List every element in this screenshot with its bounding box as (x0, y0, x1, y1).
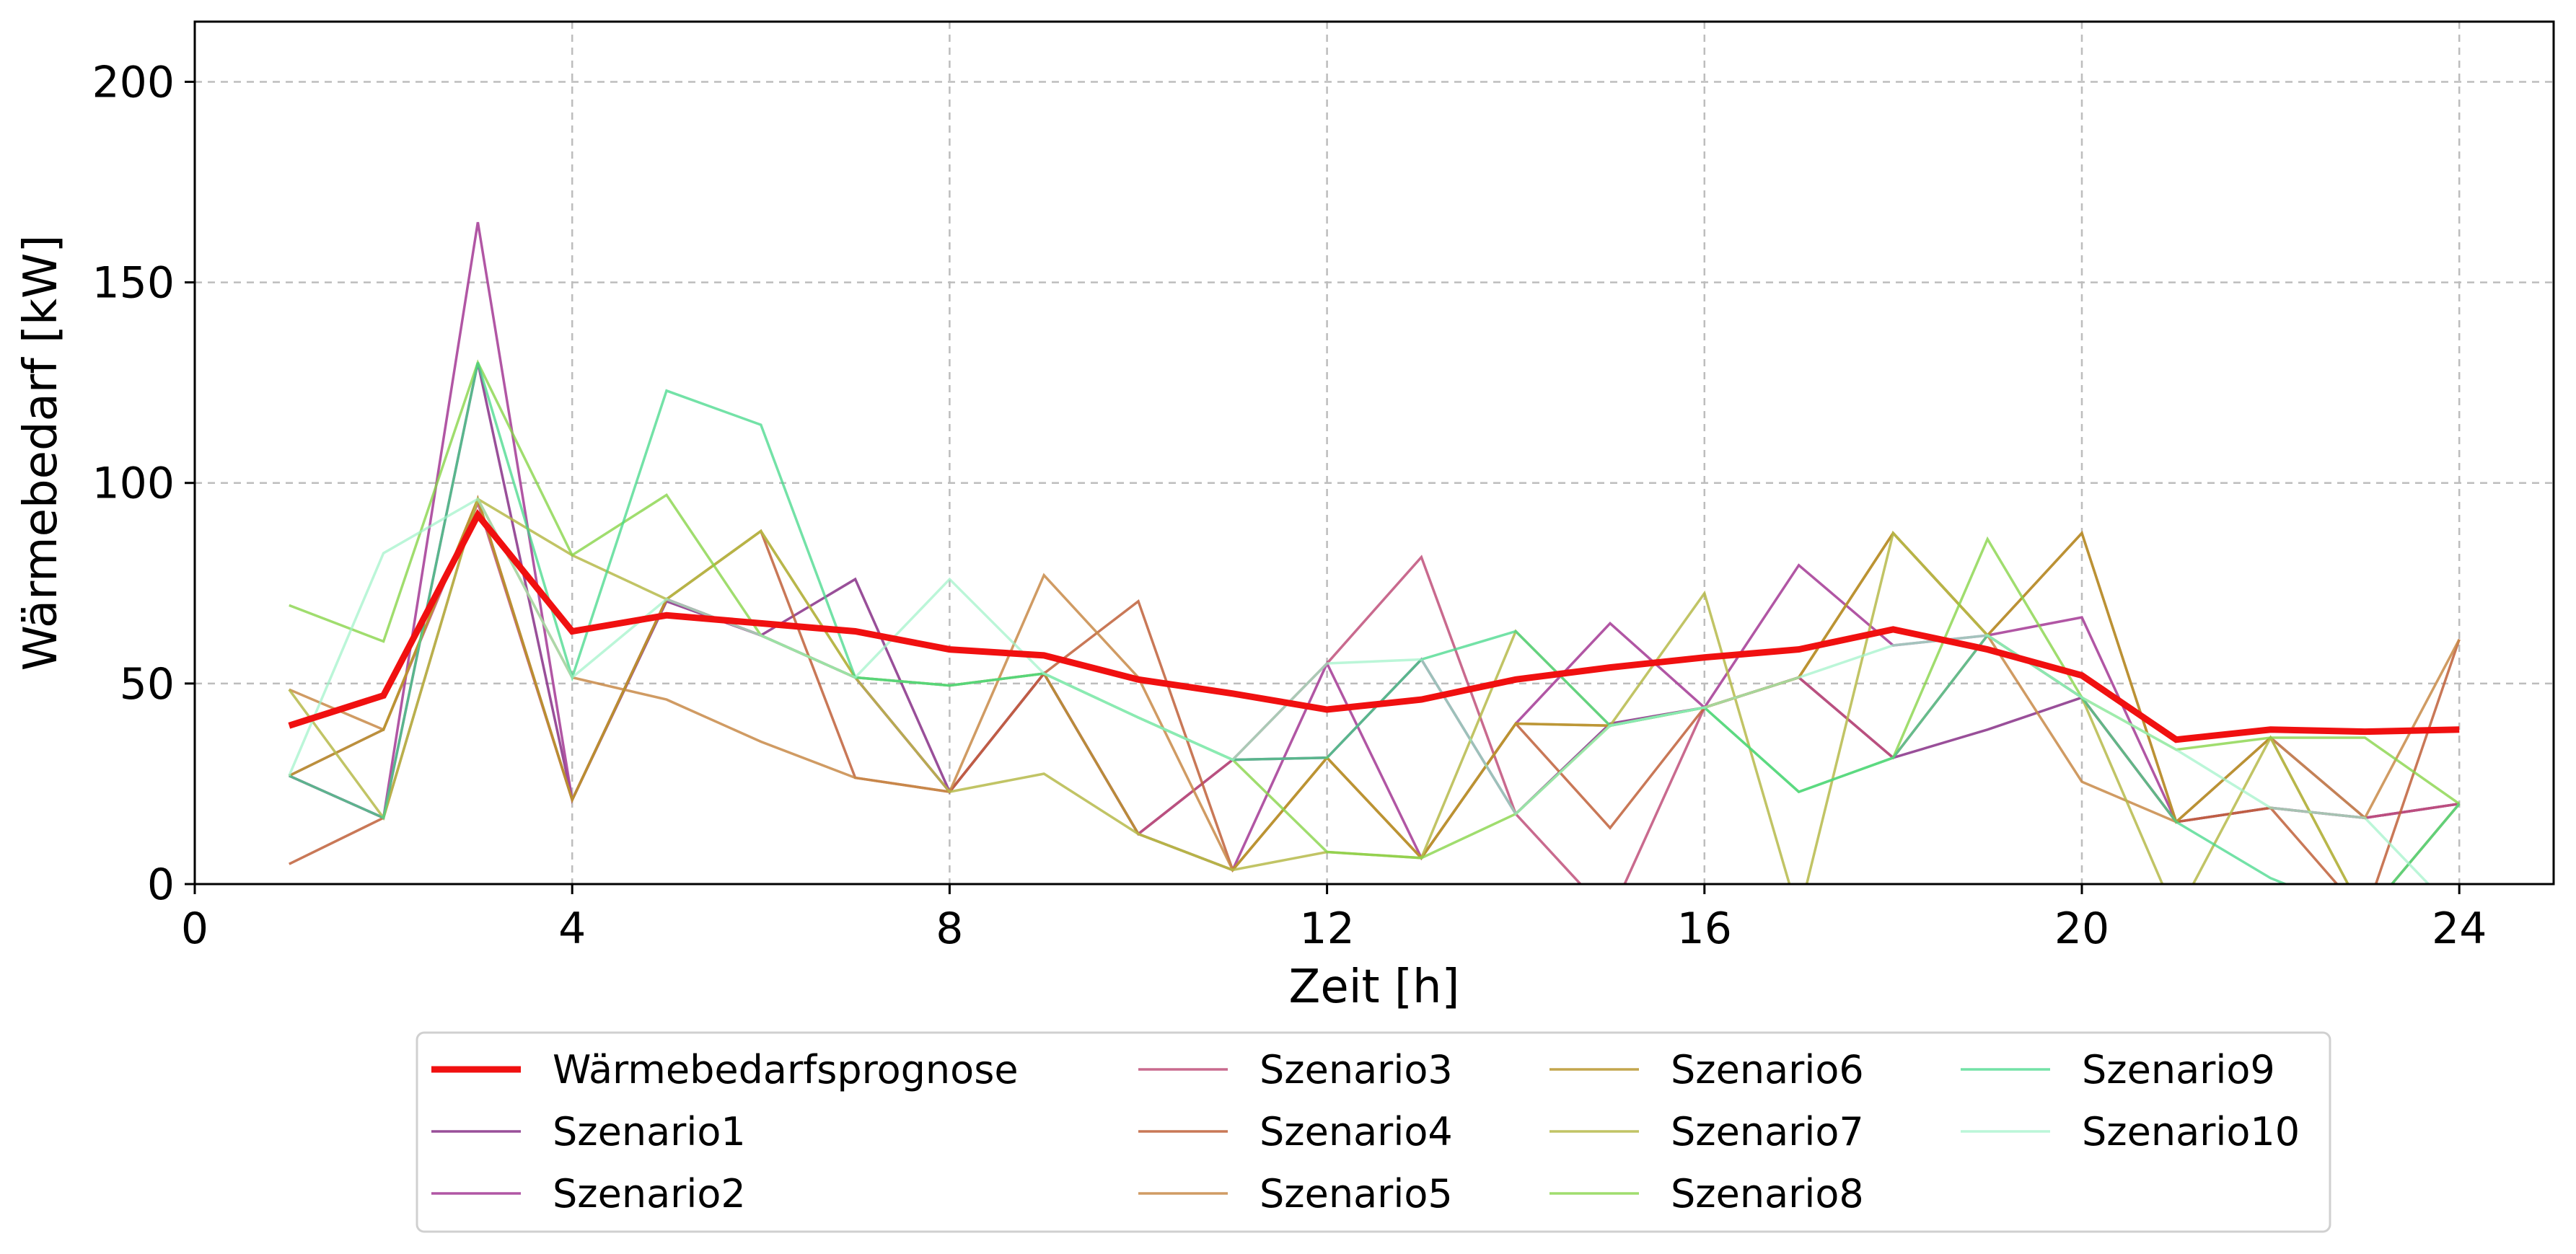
legend-label: Szenario5 (1260, 1171, 1453, 1217)
x-tick-label: 12 (1299, 904, 1354, 954)
series-line-szenario9 (289, 362, 2461, 884)
series-line-wärmebedarfsprognose (288, 509, 2460, 743)
plot-lines (288, 221, 2461, 884)
legend-label: Szenario1 (553, 1109, 746, 1154)
legend: Wärmebedarfsprognose Szenario1 Szenario2 Sz… (416, 1031, 2331, 1233)
legend-label: Wärmebedarfsprognose (553, 1047, 1019, 1092)
y-tick-label: 150 (92, 258, 175, 309)
x-tick-label: 0 (181, 904, 208, 954)
legend-label: Szenario10 (2082, 1109, 2300, 1154)
legend-label: Szenario7 (1671, 1109, 1864, 1154)
y-tick-label: 50 (120, 659, 175, 710)
legend-label: Szenario2 (553, 1171, 746, 1217)
x-tick-label: 16 (1677, 904, 1732, 954)
axis-ticks: 0 4 8 12 16 20 24 0 50 100 150 200 (92, 57, 2487, 954)
series-line-szenario6 (289, 495, 2461, 884)
legend-label: Szenario8 (1671, 1171, 1864, 1217)
legend-label: Szenario3 (1260, 1047, 1453, 1092)
x-tick-label: 4 (558, 904, 586, 954)
plot-frame (193, 20, 2555, 886)
x-tick-label: 20 (2054, 904, 2109, 954)
series-line-szenario10 (288, 497, 2430, 884)
x-tick-label: 8 (936, 904, 963, 954)
y-tick-label: 0 (147, 860, 175, 910)
y-tick-label: 200 (92, 57, 175, 107)
grid (195, 22, 2554, 884)
x-tick-label: 24 (2432, 904, 2487, 954)
legend-label: Szenario4 (1260, 1109, 1453, 1154)
y-tick-label: 100 (92, 459, 175, 509)
x-axis-label: Zeit [h] (1289, 961, 1460, 1014)
legend-label: Szenario9 (2082, 1047, 2275, 1092)
legend-label: Szenario6 (1671, 1047, 1864, 1092)
legend-box (416, 1031, 2331, 1233)
y-axis-label: Wärmebedarf [kW] (14, 235, 68, 671)
